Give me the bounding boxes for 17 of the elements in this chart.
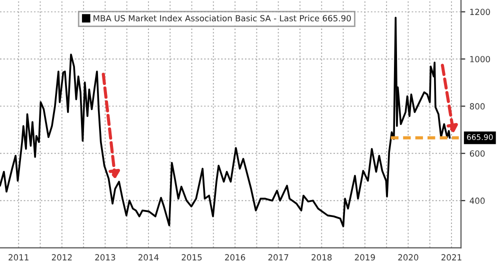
y-tick-label: 400 — [470, 198, 485, 204]
y-tick-label: 1000 — [470, 56, 490, 62]
x-tick-label: 2016 — [225, 254, 246, 260]
x-tick-label: 2018 — [312, 254, 332, 260]
y-tick-label: 1200 — [470, 8, 490, 16]
y-tick-label: 800 — [470, 103, 485, 110]
x-tick-label: 2021 — [441, 254, 462, 260]
x-tick-label: 2012 — [52, 254, 72, 260]
y-tick-label: 600 — [470, 150, 485, 157]
x-tick-label: 2017 — [268, 254, 288, 260]
x-tick-label: 2020 — [398, 254, 418, 260]
x-tick-label: 2019 — [354, 254, 375, 260]
x-tick-label: 2011 — [8, 254, 28, 260]
x-tick-label: 2013 — [95, 254, 116, 260]
legend-label: MBA US Market Index Association Basic SA - Last Price 665.90 — [94, 14, 351, 22]
x-tick-label: 2014 — [138, 254, 159, 260]
x-tick-label: 2015 — [182, 254, 202, 260]
